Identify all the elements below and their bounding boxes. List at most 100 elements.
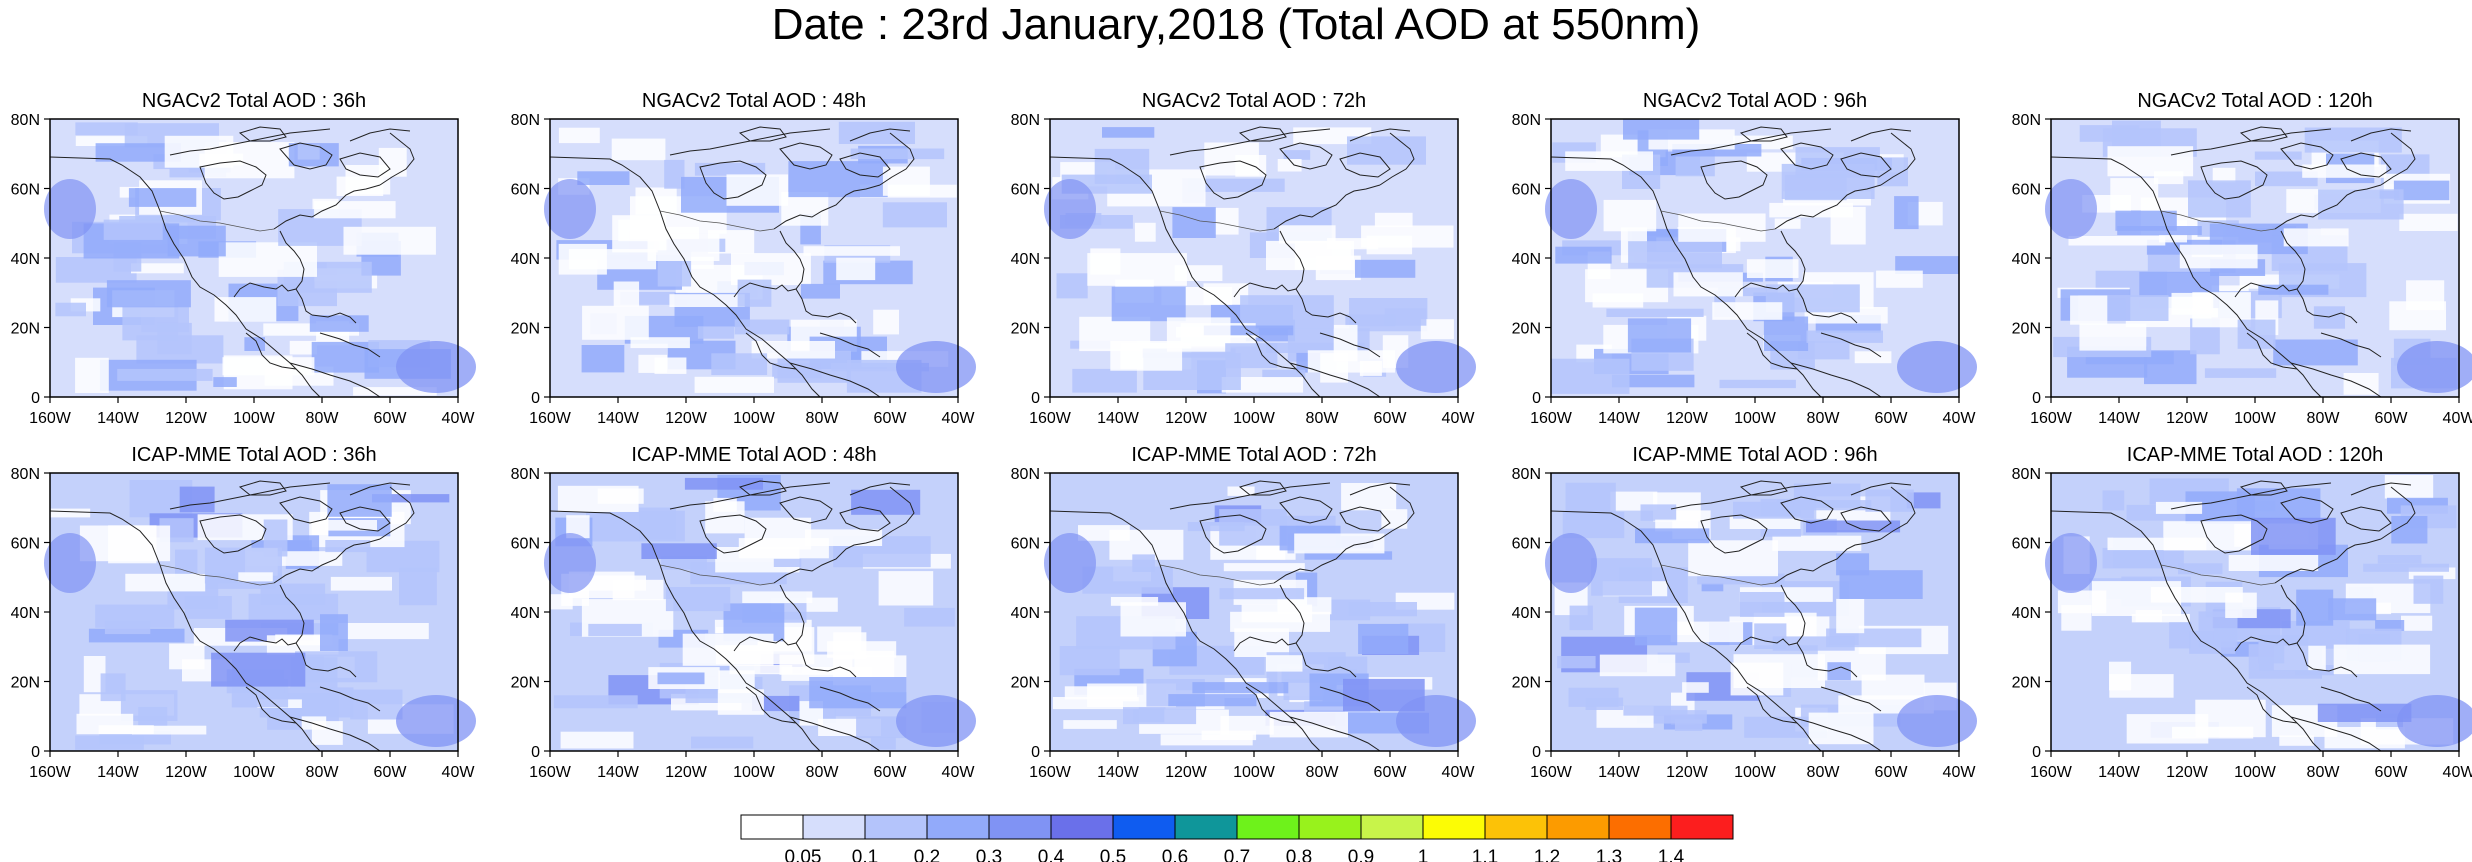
aod-cells bbox=[2045, 120, 2472, 395]
lon-tick-label: 140W bbox=[1598, 410, 1641, 427]
lat-tick-label: 20N bbox=[2012, 675, 2041, 692]
lat-tick-label: 40N bbox=[1512, 251, 1541, 268]
lon-tick-label: 40W bbox=[1442, 410, 1476, 427]
lon-tick-label: 60W bbox=[374, 410, 408, 427]
map-panel: ICAP-MME Total AOD : 48h 160W 140W 120W 100W… bbox=[511, 444, 976, 781]
lon-tick-label: 140W bbox=[1097, 764, 1140, 781]
lon-tick-label: 120W bbox=[665, 410, 708, 427]
colorbar-swatch bbox=[1236, 814, 1300, 840]
lon-tick-label: 40W bbox=[942, 764, 976, 781]
colorbar-label: 0.8 bbox=[1286, 847, 1312, 862]
lat-tick-label: 80N bbox=[11, 466, 40, 483]
lon-tick-label: 140W bbox=[97, 410, 140, 427]
lat-tick-label: 40N bbox=[11, 605, 40, 622]
lat-tick-label: 60N bbox=[2012, 536, 2041, 553]
colorbar-label: 0.2 bbox=[914, 847, 940, 862]
colorbar-swatch bbox=[926, 814, 990, 840]
lon-tick-label: 140W bbox=[1097, 410, 1140, 427]
lon-tick-label: 60W bbox=[1875, 764, 1909, 781]
lon-tick-label: 80W bbox=[1306, 410, 1340, 427]
lat-tick-label: 20N bbox=[11, 321, 40, 338]
lat-tick-label: 20N bbox=[511, 675, 540, 692]
lon-tick-label: 120W bbox=[2166, 410, 2209, 427]
lon-tick-label: 100W bbox=[1734, 764, 1777, 781]
lon-tick-label: 140W bbox=[2098, 764, 2141, 781]
colorbar-swatch bbox=[1422, 814, 1486, 840]
map-panel: NGACv2 Total AOD : 48h 160W 140W 120W 100W 80… bbox=[511, 90, 976, 427]
lat-tick-label: 60N bbox=[1011, 536, 1040, 553]
aod-cells bbox=[1545, 119, 1977, 394]
lat-tick-label: 0 bbox=[1031, 744, 1040, 761]
lat-tick-label: 80N bbox=[511, 466, 540, 483]
panel-title: ICAP-MME Total AOD : 48h bbox=[631, 444, 876, 466]
colorbar-swatch bbox=[1546, 814, 1610, 840]
aod-cells bbox=[544, 474, 976, 750]
figure-title: Date : 23rd January,2018 (Total AOD at 5… bbox=[771, 0, 1701, 49]
colorbar-swatch bbox=[864, 814, 928, 840]
lon-tick-label: 80W bbox=[2307, 764, 2341, 781]
colorbar-label: 0.05 bbox=[785, 847, 822, 862]
lat-tick-label: 80N bbox=[2012, 112, 2041, 129]
lon-tick-label: 80W bbox=[1807, 410, 1841, 427]
lon-tick-label: 60W bbox=[1875, 410, 1909, 427]
aod-cells bbox=[1044, 483, 1476, 747]
lat-tick-label: 60N bbox=[2012, 182, 2041, 199]
panel-title: NGACv2 Total AOD : 36h bbox=[142, 90, 366, 112]
lat-tick-label: 60N bbox=[511, 182, 540, 199]
lon-tick-label: 40W bbox=[1442, 764, 1476, 781]
lat-tick-label: 40N bbox=[1011, 251, 1040, 268]
colorbar-label: 1.1 bbox=[1472, 847, 1498, 862]
lat-tick-label: 20N bbox=[1512, 675, 1541, 692]
colorbar-swatch bbox=[1608, 814, 1672, 840]
aod-cells bbox=[544, 121, 976, 393]
lat-tick-label: 0 bbox=[531, 744, 540, 761]
lon-tick-label: 140W bbox=[97, 764, 140, 781]
panel-title: ICAP-MME Total AOD : 72h bbox=[1131, 444, 1376, 466]
lat-tick-label: 0 bbox=[2032, 390, 2041, 407]
colorbar-label: 0.9 bbox=[1348, 847, 1374, 862]
colorbar-swatch bbox=[1112, 814, 1176, 840]
panel-title: NGACv2 Total AOD : 72h bbox=[1142, 90, 1366, 112]
lat-tick-label: 40N bbox=[1512, 605, 1541, 622]
colorbar-label: 0.5 bbox=[1100, 847, 1126, 862]
lon-tick-label: 100W bbox=[1233, 410, 1276, 427]
panel-title: ICAP-MME Total AOD : 96h bbox=[1632, 444, 1877, 466]
lat-tick-label: 80N bbox=[2012, 466, 2041, 483]
lat-tick-label: 20N bbox=[1011, 675, 1040, 692]
lon-tick-label: 100W bbox=[2234, 764, 2277, 781]
lon-tick-label: 120W bbox=[2166, 764, 2209, 781]
colorbar-swatch bbox=[1670, 814, 1734, 840]
lat-tick-label: 20N bbox=[511, 321, 540, 338]
colorbar-label: 1.2 bbox=[1534, 847, 1560, 862]
colorbar-swatch bbox=[988, 814, 1052, 840]
map-panel: NGACv2 Total AOD : 72h 160W 140W 120W 100W 80… bbox=[1011, 90, 1476, 427]
colorbar-label: 0.4 bbox=[1038, 847, 1065, 862]
lat-tick-label: 80N bbox=[511, 112, 540, 129]
map-panel: NGACv2 Total AOD : 120h 160W 140W 120W 100W 8… bbox=[2012, 90, 2472, 427]
lon-tick-label: 80W bbox=[806, 764, 840, 781]
lon-tick-label: 100W bbox=[233, 410, 276, 427]
lon-tick-label: 160W bbox=[2030, 410, 2073, 427]
lat-tick-label: 40N bbox=[511, 251, 540, 268]
lon-tick-label: 100W bbox=[733, 764, 776, 781]
lat-tick-label: 40N bbox=[1011, 605, 1040, 622]
lon-tick-label: 120W bbox=[1666, 764, 1709, 781]
lat-tick-label: 40N bbox=[511, 605, 540, 622]
lon-tick-label: 160W bbox=[29, 410, 72, 427]
lat-tick-label: 80N bbox=[1011, 466, 1040, 483]
colorbar-label: 0.3 bbox=[976, 847, 1002, 862]
lat-tick-label: 60N bbox=[1512, 182, 1541, 199]
lat-tick-label: 40N bbox=[2012, 251, 2041, 268]
aod-cells bbox=[1545, 482, 1977, 747]
lon-tick-label: 160W bbox=[1530, 410, 1573, 427]
map-panels: NGACv2 Total AOD : 36h 160W 140W 120W 100W 80… bbox=[11, 90, 2472, 781]
colorbar-label: 0.7 bbox=[1224, 847, 1250, 862]
colorbar: 0.05 0.1 0.2 0.3 0.4 0.5 0.6 0.7 0.8 0.9 1 1.1 1.2 1.… bbox=[740, 814, 1734, 862]
lon-tick-label: 60W bbox=[874, 410, 908, 427]
lat-tick-label: 80N bbox=[11, 112, 40, 129]
map-panel: NGACv2 Total AOD : 36h 160W 140W 120W 100W 80… bbox=[11, 90, 476, 427]
lat-tick-label: 20N bbox=[1512, 321, 1541, 338]
lat-tick-label: 0 bbox=[1532, 744, 1541, 761]
aod-cells bbox=[44, 480, 476, 750]
lat-tick-label: 60N bbox=[1512, 536, 1541, 553]
